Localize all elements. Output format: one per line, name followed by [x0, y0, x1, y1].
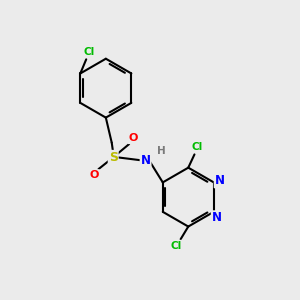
Text: O: O: [128, 133, 138, 143]
Text: Cl: Cl: [191, 142, 203, 152]
Text: N: N: [141, 154, 151, 167]
Text: O: O: [90, 170, 99, 180]
Text: H: H: [157, 146, 165, 156]
Text: N: N: [215, 174, 225, 188]
Text: N: N: [212, 211, 222, 224]
Text: S: S: [109, 151, 118, 164]
Text: Cl: Cl: [83, 47, 95, 57]
Text: Cl: Cl: [171, 241, 182, 251]
